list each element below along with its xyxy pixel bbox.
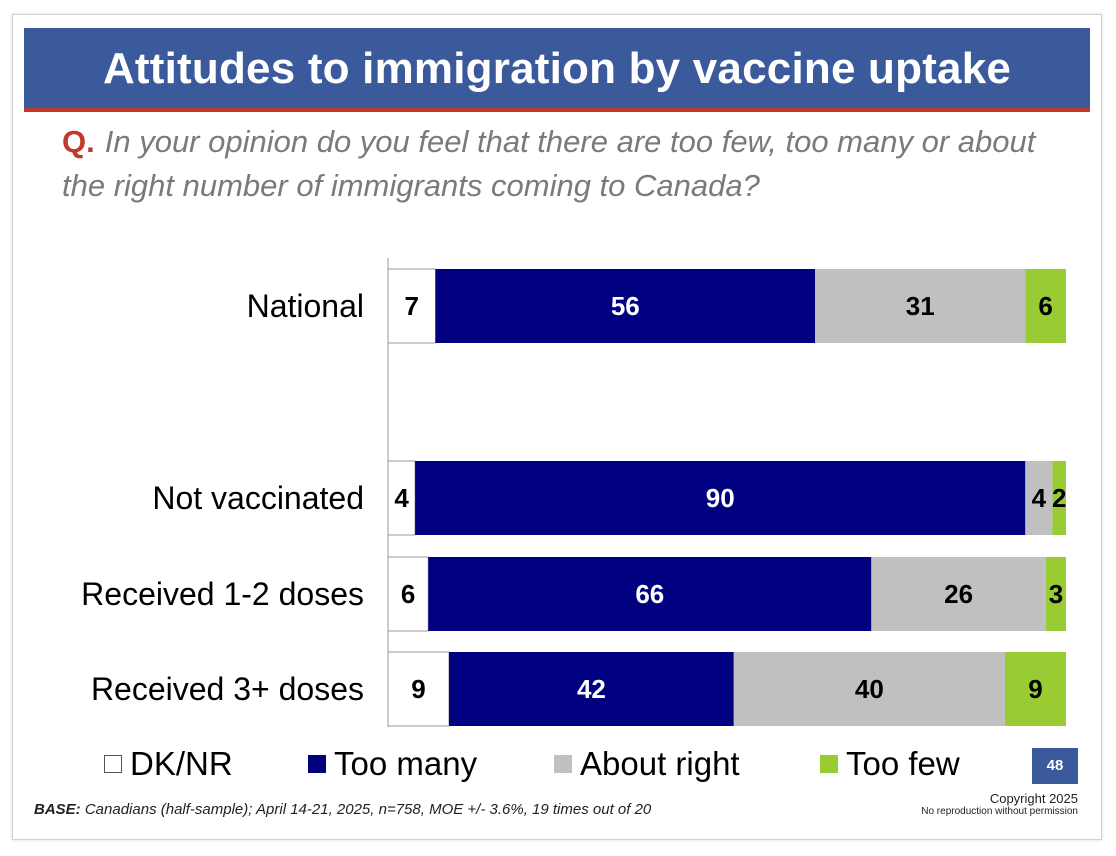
category-label-not-vaccinated: Not vaccinated xyxy=(152,480,364,516)
data-label-received-3-doses-dk-nr: 9 xyxy=(411,674,425,704)
copyright-block: Copyright 2025 No reproduction without p… xyxy=(921,791,1078,817)
copyright-text: Copyright 2025 xyxy=(989,791,1078,806)
category-label-received-3-doses: Received 3+ doses xyxy=(91,671,364,707)
legend-item-dknr: DK/NR xyxy=(104,744,233,784)
data-label-received-3-doses-about-right: 40 xyxy=(855,674,884,704)
question-block: Q. In your opinion do you feel that there… xyxy=(62,120,1072,208)
bar-received-1-2-doses-too-many xyxy=(428,557,872,631)
title-bar xyxy=(24,28,1090,110)
data-label-national-about-right: 31 xyxy=(906,291,935,321)
data-label-not-vaccinated-too-few: 2 xyxy=(1052,483,1066,513)
legend-swatch-too-few xyxy=(820,755,838,773)
data-label-received-3-doses-too-many: 42 xyxy=(577,674,606,704)
bar-received-1-2-doses-about-right xyxy=(871,557,1046,631)
bar-not-vaccinated-about-right xyxy=(1025,461,1053,535)
data-label-national-dk-nr: 7 xyxy=(404,291,418,321)
page-title: Attitudes to immigration by vaccine upta… xyxy=(102,44,1012,93)
bar-not-vaccinated-too-few xyxy=(1052,461,1066,535)
base-note: BASE: Canadians (half-sample); April 14-… xyxy=(34,801,651,818)
legend-label-too-few: Too few xyxy=(846,745,960,782)
bar-received-3-doses-too-few xyxy=(1004,652,1066,726)
data-label-not-vaccinated-too-many: 90 xyxy=(706,483,735,513)
bar-national-too-few xyxy=(1025,269,1066,343)
question-marker: Q. xyxy=(62,124,95,159)
bar-not-vaccinated-too-many xyxy=(415,461,1026,535)
page-number: 48 xyxy=(1032,748,1078,784)
copyright-notice: No reproduction without permission xyxy=(921,806,1078,817)
data-label-received-1-2-doses-too-many: 66 xyxy=(635,579,664,609)
legend-item-about-right: About right xyxy=(554,744,740,784)
bar-received-3-doses-too-many xyxy=(449,652,734,726)
question-text: In your opinion do you feel that there a… xyxy=(62,124,1036,203)
category-label-national: National xyxy=(247,288,364,324)
data-label-national-too-few: 6 xyxy=(1038,291,1052,321)
legend-swatch-too-many xyxy=(308,755,326,773)
base-label: BASE: xyxy=(34,801,81,818)
bar-national-about-right xyxy=(815,269,1026,343)
title-rule xyxy=(24,108,1090,112)
bar-national-too-many xyxy=(435,269,816,343)
data-label-not-vaccinated-about-right: 4 xyxy=(1032,483,1047,513)
legend-item-too-many: Too many xyxy=(308,744,477,784)
legend-label-about-right: About right xyxy=(580,745,740,782)
data-label-received-1-2-doses-about-right: 26 xyxy=(944,579,973,609)
data-label-not-vaccinated-dk-nr: 4 xyxy=(394,483,409,513)
data-label-received-3-doses-too-few: 9 xyxy=(1028,674,1042,704)
bar-received-3-doses-dk-nr xyxy=(387,651,450,727)
legend-label-dknr: DK/NR xyxy=(130,745,233,782)
legend-item-too-few: Too few xyxy=(820,744,960,784)
data-label-national-too-many: 56 xyxy=(611,291,640,321)
category-label-received-1-2-doses: Received 1-2 doses xyxy=(81,576,364,612)
bar-received-3-doses-about-right xyxy=(733,652,1005,726)
legend-label-too-many: Too many xyxy=(334,745,478,782)
data-label-received-1-2-doses-too-few: 3 xyxy=(1049,579,1063,609)
legend-swatch-about-right xyxy=(554,755,572,773)
base-text: Canadians (half-sample); April 14-21, 20… xyxy=(84,801,652,818)
bar-national-dk-nr xyxy=(387,268,436,344)
data-label-received-1-2-doses-dk-nr: 6 xyxy=(401,579,415,609)
legend-swatch-dknr xyxy=(104,755,122,773)
bar-received-1-2-doses-too-few xyxy=(1045,557,1066,631)
bar-not-vaccinated-dk-nr xyxy=(387,460,416,536)
